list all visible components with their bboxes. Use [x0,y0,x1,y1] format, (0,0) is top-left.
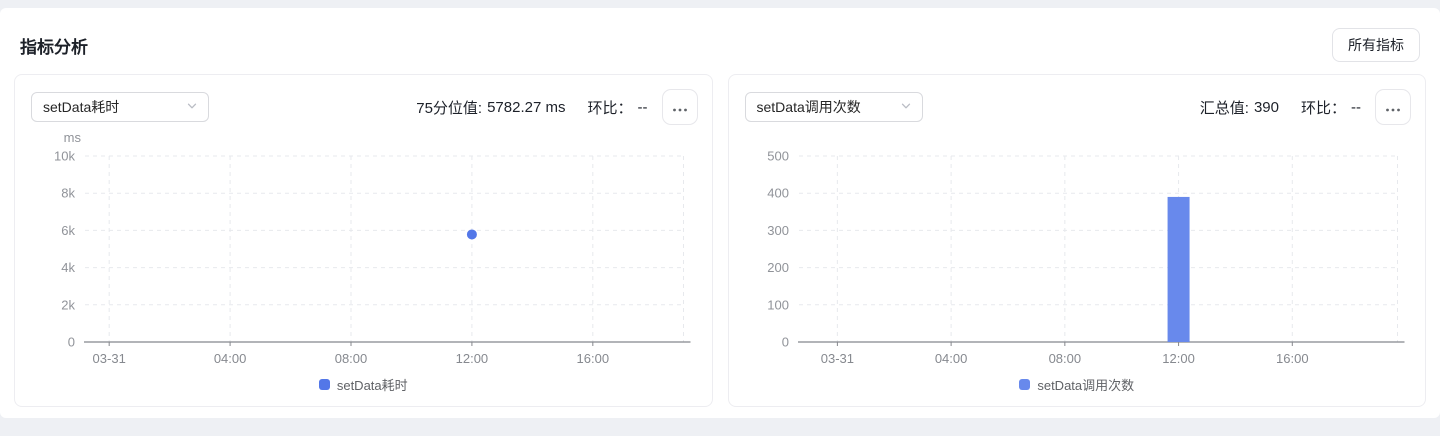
legend-swatch [318,378,330,390]
svg-text:10k: 10k [54,149,75,164]
ratio-stat-value: -- [1351,98,1361,116]
svg-text:16:00: 16:00 [1276,351,1309,366]
ratio-stat-label: 环比： [587,99,633,117]
panel-stats: 75分位值: 5782.27 ms 环比： -- [416,97,647,118]
svg-text:12:00: 12:00 [1162,351,1195,366]
svg-text:400: 400 [767,186,789,201]
legend-label: setData调用次数 [1037,377,1135,393]
svg-text:200: 200 [767,260,789,275]
svg-text:ms: ms [64,130,82,145]
svg-text:12:00: 12:00 [456,351,489,366]
summary-stat-label: 汇总值: [1199,99,1249,117]
card-header: 指标分析 所有指标 [0,8,1440,74]
chevron-down-icon [186,99,198,115]
ratio-stat-label: 环比： [1300,99,1346,117]
svg-text:8k: 8k [61,186,75,201]
legend-label: setData耗时 [336,377,408,393]
svg-text:04:00: 04:00 [934,351,967,366]
summary-stat-label: 75分位值: [416,99,483,117]
panel-header: setData耗时 75分位值: 5782.27 ms 环比： -- [29,89,698,125]
svg-text:08:00: 08:00 [1048,351,1081,366]
ellipsis-icon [672,100,688,115]
panel-setdata-duration: setData耗时 75分位值: 5782.27 ms 环比： -- [14,74,713,407]
more-options-button[interactable] [1375,89,1411,125]
svg-text:0: 0 [68,335,75,350]
metric-select-call-count[interactable]: setData调用次数 [744,92,923,122]
panel-header: setData调用次数 汇总值: 390 环比： -- [743,89,1411,125]
svg-text:100: 100 [767,297,789,312]
more-options-button[interactable] [661,89,698,125]
scatter-chart-setdata-duration[interactable]: 0 2k 4k 6k 8k 10k 03-31 04:00 08:00 12:00 16:00 ms [29,128,698,373]
metric-select-duration[interactable]: setData耗时 [31,92,209,122]
legend-swatch [1019,378,1031,390]
all-metrics-button[interactable]: 所有指标 [1332,28,1420,62]
summary-stat-value: 390 [1253,98,1279,116]
svg-text:16:00: 16:00 [577,351,610,366]
svg-text:03-31: 03-31 [820,351,853,366]
svg-text:6k: 6k [61,223,75,238]
metric-select-value: setData耗时 [43,99,120,115]
legend-item[interactable]: setData耗时 [29,375,698,393]
panel-stats: 汇总值: 390 环比： -- [1200,97,1361,118]
summary-stat-value: 5782.27 ms [487,98,566,116]
svg-text:2k: 2k [61,297,75,312]
svg-text:04:00: 04:00 [214,351,247,366]
svg-text:500: 500 [767,149,789,164]
legend-item[interactable]: setData调用次数 [743,375,1412,393]
metric-select-value: setData调用次数 [756,99,861,115]
chart-panels-row: setData耗时 75分位值: 5782.27 ms 环比： -- [0,74,1440,407]
page-title: 指标分析 [20,37,88,57]
ratio-stat-value: -- [637,98,648,116]
svg-text:08:00: 08:00 [335,351,368,366]
panel-setdata-call-count: setData调用次数 汇总值: 390 环比： -- [727,74,1426,407]
svg-text:4k: 4k [61,260,75,275]
svg-text:03-31: 03-31 [93,351,126,366]
metrics-analysis-card: 指标分析 所有指标 setData耗时 75分位值: 5782.27 ms 环比… [0,8,1440,418]
svg-text:0: 0 [781,335,788,350]
chevron-down-icon [900,99,912,115]
svg-text:300: 300 [767,223,789,238]
bar-chart-setdata-call-count[interactable]: 0 100 200 300 400 500 03-31 04:00 08:00 12:00 16:0… [743,128,1412,373]
ellipsis-icon [1385,100,1401,115]
